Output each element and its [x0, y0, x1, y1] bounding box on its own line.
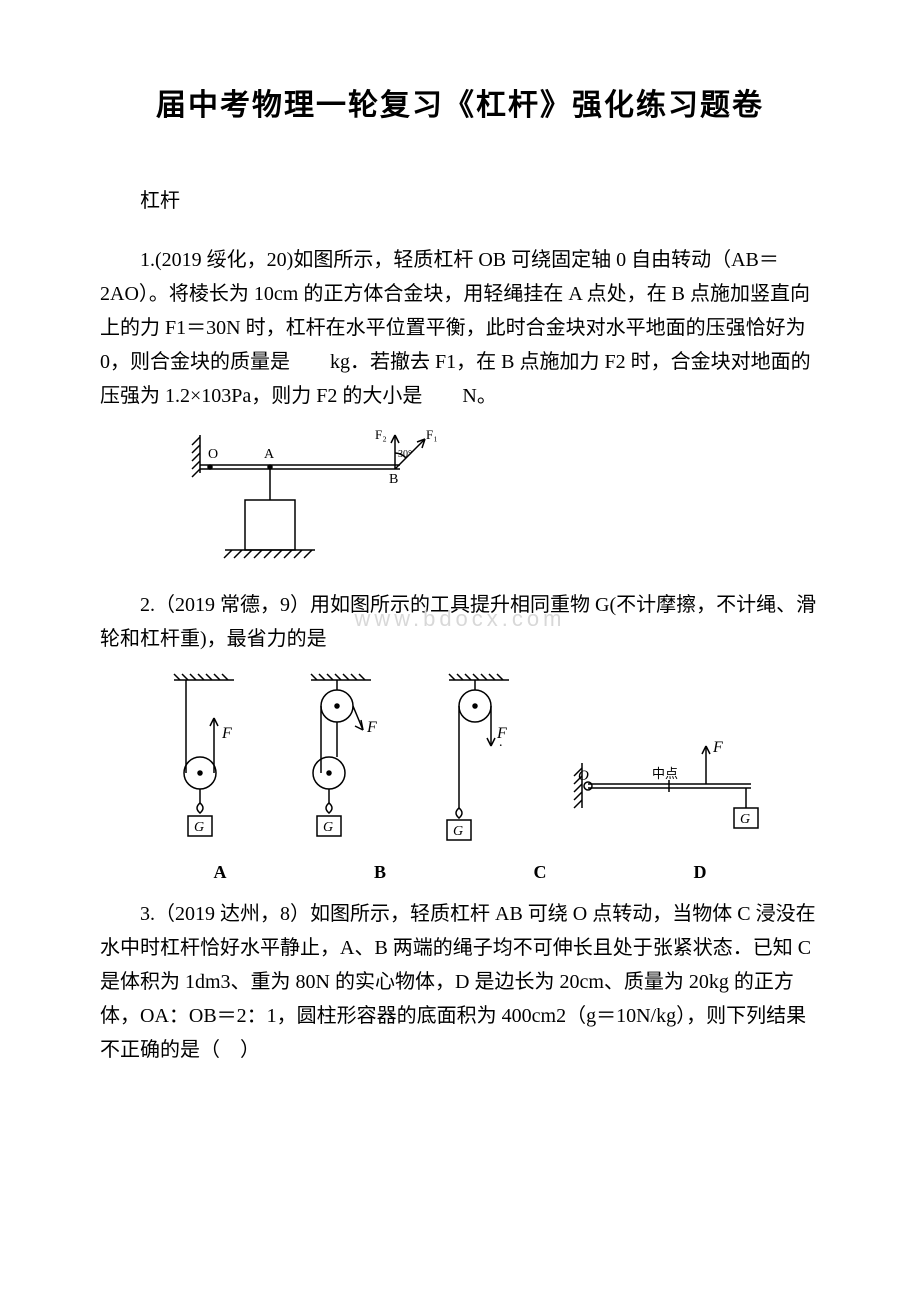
figure-2-captions: A B C D — [140, 862, 780, 883]
fig2a-F: F — [221, 725, 232, 742]
section-label: 杠杆 — [100, 184, 820, 213]
fig2d-G: G — [740, 812, 750, 827]
question-3: 3.（2019 达州，8）如图所示，轻质杠杆 AB 可绕 O 点转动，当物体 C… — [100, 897, 820, 1067]
page-title: 届中考物理一轮复习《杠杆》强化练习题卷 — [100, 80, 820, 124]
label-F1: F₁ — [426, 427, 438, 442]
fig2d-mid: 中点 — [652, 766, 678, 781]
fig2b-G: G — [323, 820, 333, 835]
caption-D: D — [620, 862, 780, 883]
label-F2: F₂ — [375, 427, 387, 442]
label-A: A — [264, 447, 275, 462]
label-B: B — [389, 472, 398, 487]
fig2b-F: F — [366, 719, 377, 736]
caption-C: C — [460, 862, 620, 883]
question-1: 1.(2019 绥化，20)如图所示，轻质杠杆 OB 可绕固定轴 0 自由转动（… — [100, 243, 820, 413]
label-angle: 30° — [398, 449, 412, 460]
svg-text:.: . — [499, 735, 503, 750]
figure-1: O A B F₂ F₁ 30° — [190, 425, 820, 580]
fig2d-O: O — [578, 768, 589, 784]
fig2a-G: G — [194, 820, 204, 835]
caption-A: A — [140, 862, 300, 883]
fig2c-G: G — [453, 824, 463, 839]
question-2: 2.（2019 常德，9）用如图所示的工具提升相同重物 G(不计摩擦，不计绳、滑… — [100, 588, 820, 656]
label-O: O — [208, 447, 218, 462]
figure-2-row: F G F G — [140, 668, 780, 848]
caption-B: B — [300, 862, 460, 883]
fig2d-F: F — [712, 739, 723, 756]
